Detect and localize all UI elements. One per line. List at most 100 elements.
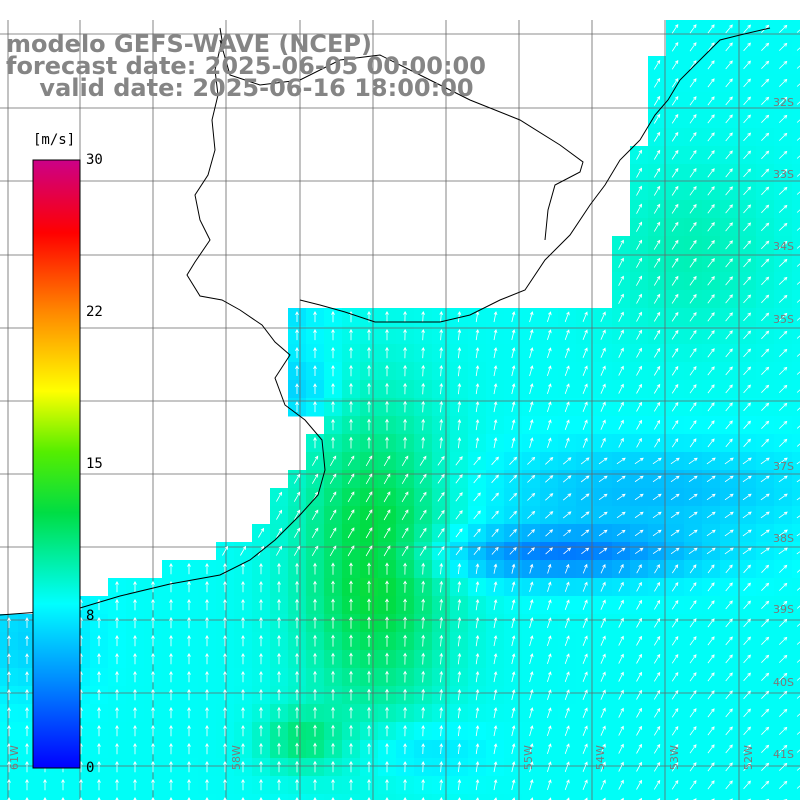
wind-arrow [707,294,715,304]
wind-arrow [618,293,624,304]
wind-arrow [618,689,624,700]
wind-arrow [367,634,371,647]
wind-arrow [582,779,588,790]
wind-arrow [133,778,137,791]
wind-arrow [313,436,317,449]
wind-arrow [511,563,516,574]
wind-arrow [295,706,299,719]
wind-arrow [169,706,173,719]
wind-arrow [653,275,661,286]
wind-arrow [457,670,462,683]
wind-arrow [421,364,426,377]
wind-arrow [367,652,371,665]
wind-arrow [618,437,624,448]
wind-arrow [618,401,624,412]
wind-arrow [580,457,590,465]
field-cell [162,794,181,800]
wind-arrow [349,364,353,377]
wind-arrow [636,203,642,214]
wind-arrow [671,221,679,232]
wind-arrow [725,24,733,34]
wind-arrow [743,726,751,736]
wind-arrow [796,83,800,87]
wind-arrow [707,420,715,430]
wind-arrow [689,365,697,376]
wind-arrow [493,779,498,791]
wind-arrow [187,778,191,791]
wind-arrow [725,132,733,142]
wind-arrow [133,652,137,665]
wind-arrow [331,310,335,323]
field-cell [18,794,37,800]
wind-arrow [671,239,679,250]
wind-arrow [796,731,800,735]
wind-arrow [652,529,662,537]
wind-arrow [365,527,373,539]
wind-arrow [241,616,245,629]
wind-arrow [636,167,642,178]
wind-arrow [527,510,536,519]
wind-arrow [529,599,534,611]
wind-arrow [7,671,11,682]
wind-arrow [725,438,733,448]
wind-arrow [725,366,733,376]
wind-arrow [187,634,191,647]
field-cell [792,272,800,291]
wind-arrow [618,779,624,790]
wind-arrow [115,724,119,737]
wind-arrow [796,371,800,375]
wind-arrow [385,616,389,629]
wind-arrow [349,562,353,575]
field-cell [432,794,451,800]
wind-arrow [796,245,800,249]
wind-arrow [652,511,662,519]
wind-arrow [367,706,371,719]
wind-arrow [564,653,570,665]
field-cell [774,794,793,800]
wind-arrow [653,707,661,718]
wind-arrow [529,347,534,359]
wind-arrow [349,742,353,755]
wind-arrow [598,475,608,483]
wind-arrow [222,545,229,556]
wind-arrow [421,436,426,449]
wind-arrow [689,275,697,286]
wind-arrow [652,475,662,483]
wind-arrow [115,670,119,683]
wind-arrow [761,582,770,591]
wind-arrow [455,456,463,466]
wind-arrow [475,688,480,701]
wind-arrow [779,96,788,105]
wind-arrow [580,493,590,501]
wind-arrow [401,473,409,485]
wind-arrow [511,635,516,647]
wind-arrow [115,653,119,665]
wind-arrow [743,438,751,448]
wind-arrow [564,383,570,395]
wind-arrow [654,564,660,574]
wind-arrow [223,742,227,755]
wind-arrow [616,493,626,501]
wind-arrow [151,634,155,647]
wind-arrow [259,778,263,791]
wind-arrow [743,186,752,196]
wind-arrow [349,382,353,395]
wind-arrow [527,474,536,483]
wind-arrow [151,580,155,593]
wind-arrow [671,420,679,430]
wind-arrow [295,760,299,773]
wind-arrow [475,743,480,755]
wind-arrow [689,113,697,124]
field-cell [396,794,415,800]
field-cell [306,794,325,800]
wind-arrow [778,258,788,267]
wind-arrow [133,634,137,647]
wind-arrow [582,725,588,736]
wind-arrow [439,634,444,647]
latitude-label: 39S [773,603,794,616]
wind-arrow [600,653,606,664]
wind-arrow [564,365,570,377]
wind-arrow [457,779,462,791]
wind-arrow [796,767,800,771]
wind-arrow [311,473,319,484]
